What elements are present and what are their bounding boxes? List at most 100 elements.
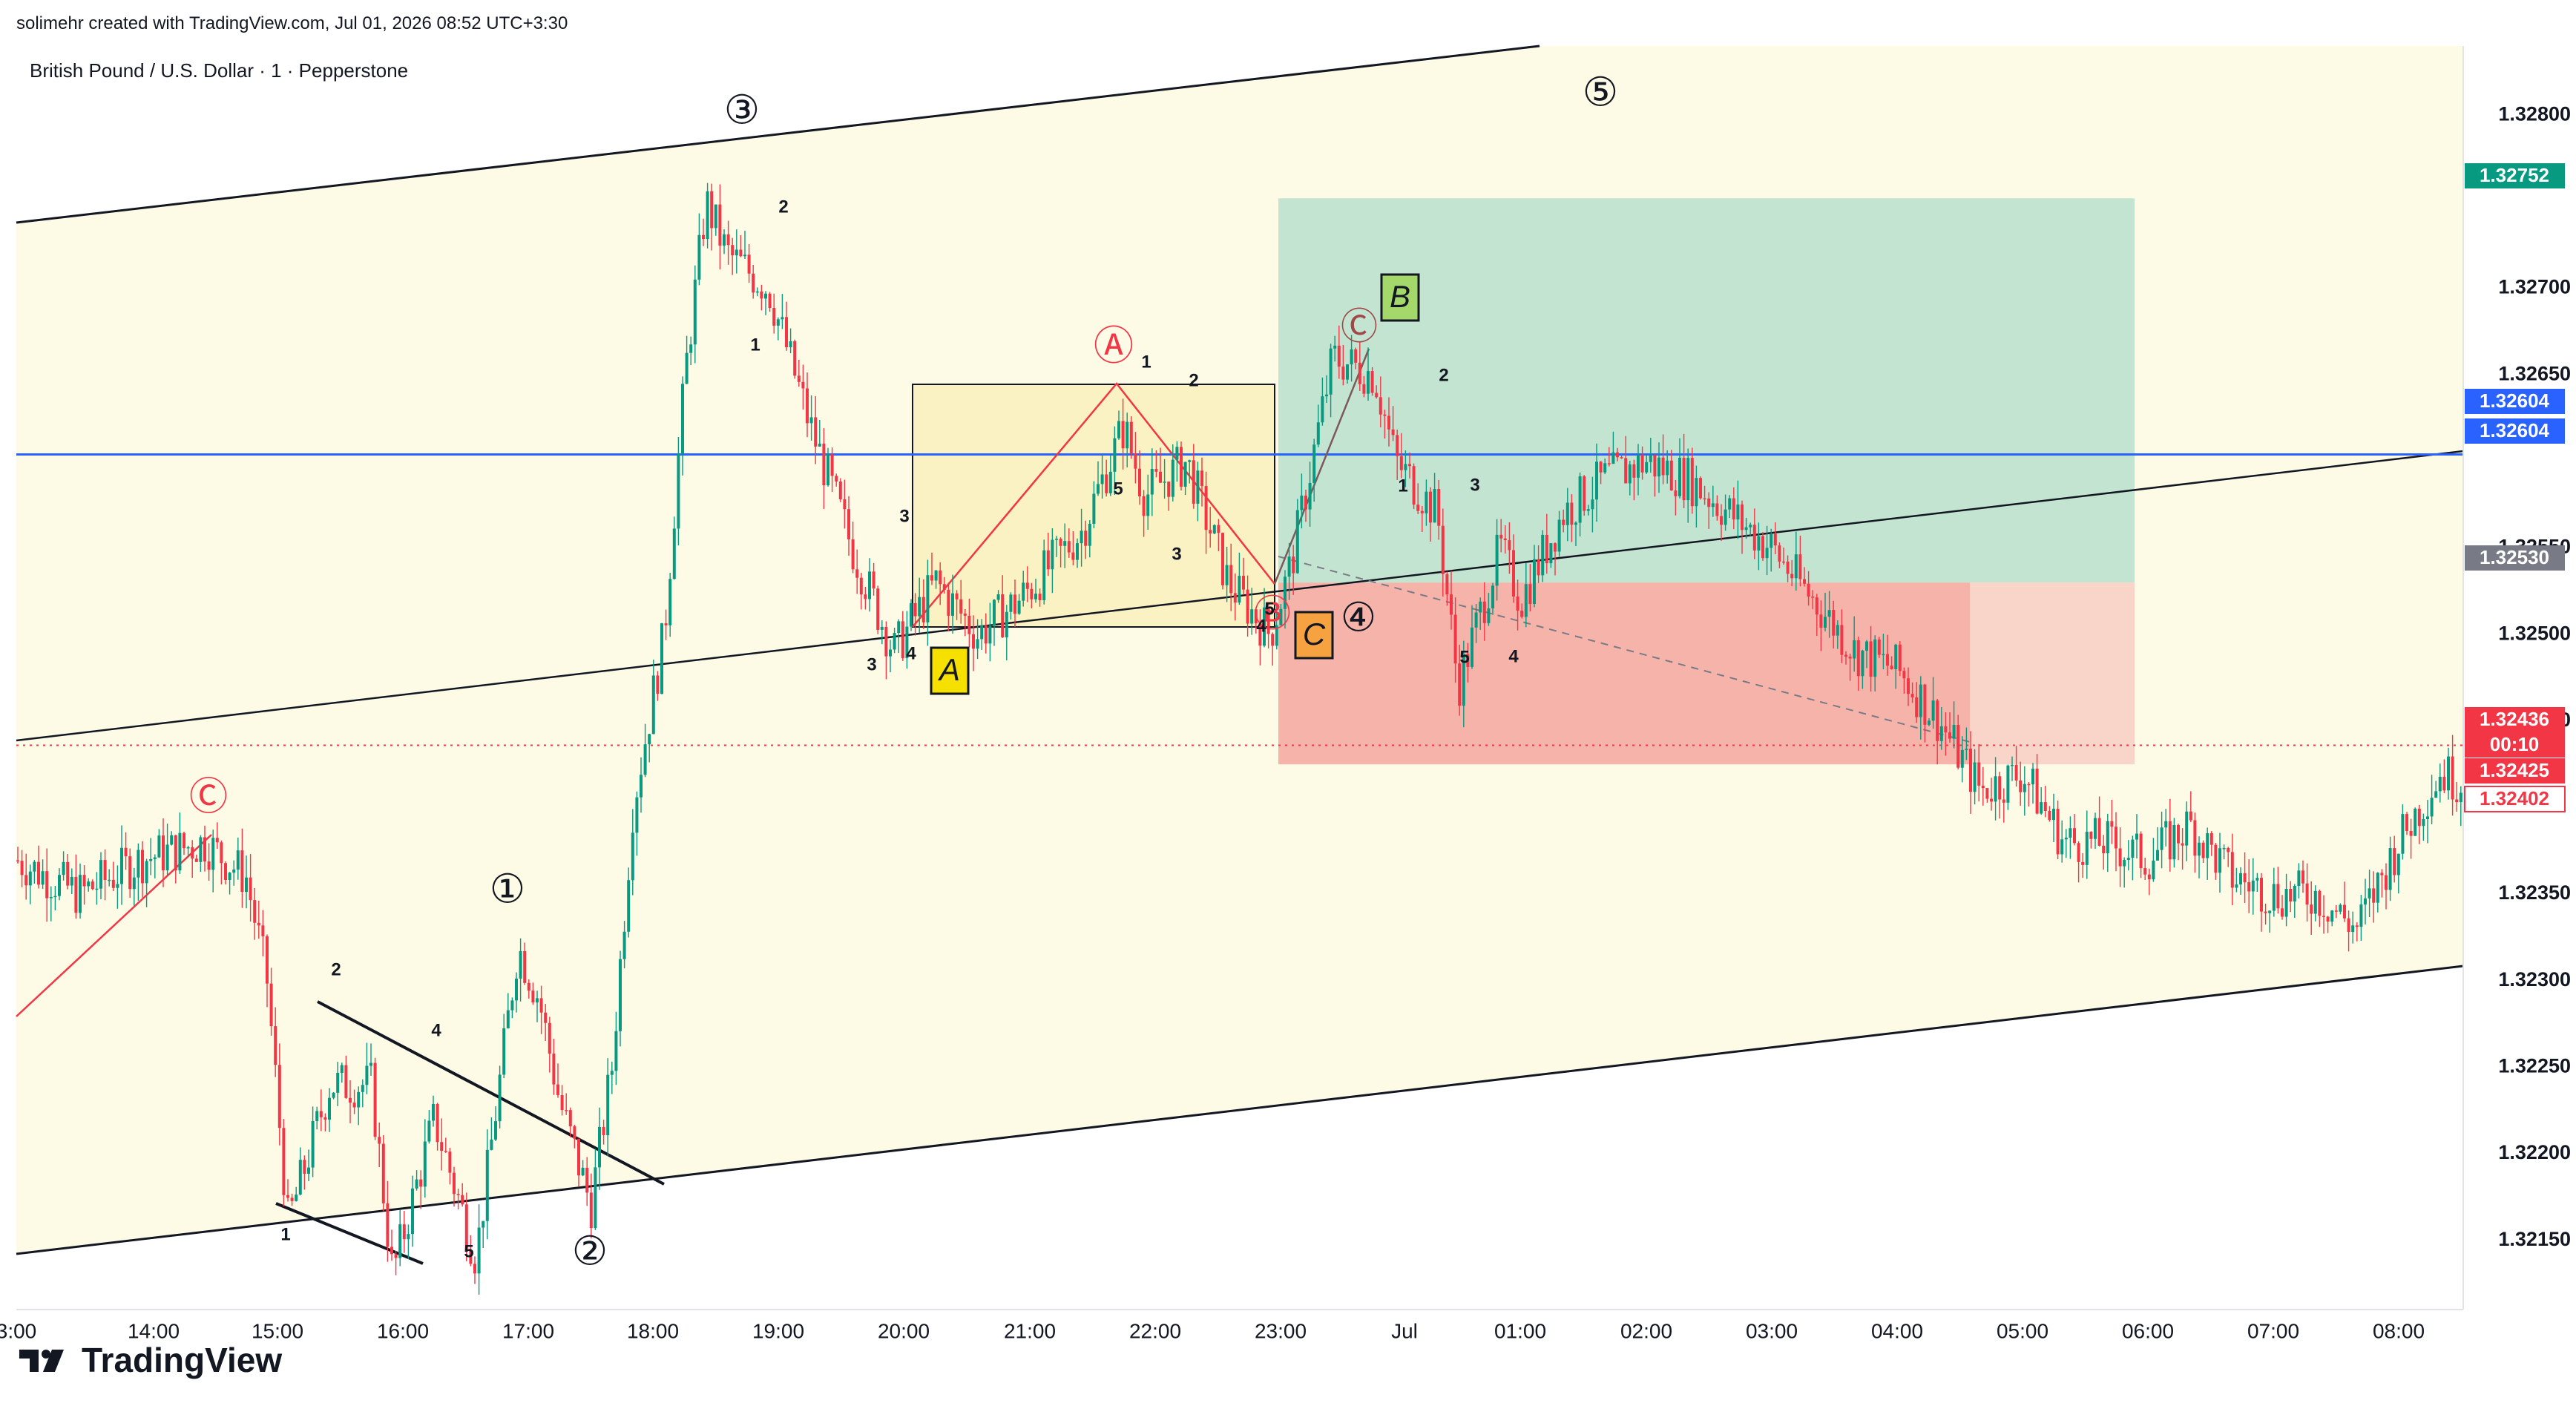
candle-body <box>1383 414 1387 416</box>
candle-body <box>1258 623 1262 646</box>
candle-body <box>1466 654 1470 667</box>
candle-body <box>1699 478 1702 499</box>
candle-body <box>2201 842 2205 858</box>
price-tag-value: 1.32436 <box>2480 708 2549 730</box>
footer-brand[interactable]: TradingView <box>19 1341 282 1379</box>
candle-body <box>2143 868 2147 875</box>
candle-body <box>66 861 70 886</box>
candle-body <box>2372 888 2376 903</box>
candle-body <box>984 625 988 644</box>
candle-body <box>1562 519 1565 525</box>
candle-body <box>1661 457 1665 476</box>
symbol-title[interactable]: British Pound / U.S. Dollar · 1 · Pepper… <box>30 59 409 82</box>
candle-body <box>2426 816 2429 820</box>
candle-body <box>809 417 813 424</box>
candle-body <box>1001 594 1005 638</box>
candle-body <box>1399 456 1403 470</box>
candle-body <box>531 991 535 1003</box>
candle-body <box>145 861 148 884</box>
candle-body <box>2014 764 2018 781</box>
candle-body <box>1565 502 1569 525</box>
candle-body <box>369 1062 372 1066</box>
candle-body <box>1645 461 1649 473</box>
candle-body <box>2414 808 2417 836</box>
candle-body <box>789 341 792 348</box>
candle-body <box>1749 525 1752 528</box>
candle-body <box>1637 454 1640 478</box>
candle-body <box>1554 543 1557 552</box>
candle-body <box>1707 498 1711 507</box>
candle-body <box>2031 768 2034 785</box>
candle-body <box>2218 848 2221 873</box>
candle-body <box>207 861 211 870</box>
wave-label-circle-C-left: Ⓒ <box>189 776 228 819</box>
candle-body <box>402 1224 406 1240</box>
candle-body <box>2160 827 2163 850</box>
candle-body <box>697 234 701 280</box>
candle-body <box>58 875 61 896</box>
candle-body <box>2434 791 2438 798</box>
candle-body <box>1607 463 1611 464</box>
candle-body <box>2139 833 2143 869</box>
candle-body <box>1611 452 1615 464</box>
candle-body <box>1512 550 1515 597</box>
candle-body <box>2385 875 2388 890</box>
candle-body <box>1458 663 1462 706</box>
candle-body <box>307 1167 310 1174</box>
candle-body <box>760 291 763 299</box>
candle-body <box>1275 625 1278 646</box>
candle-body <box>295 1194 298 1201</box>
candle-body <box>1827 610 1831 617</box>
candle-body <box>1121 421 1125 449</box>
wave-count-label: 3 <box>1172 544 1181 564</box>
candle-body <box>2177 824 2180 844</box>
candle-body <box>1537 559 1540 576</box>
candle-body <box>1250 609 1254 624</box>
candle-body <box>631 832 634 881</box>
candle-body <box>1167 482 1171 497</box>
wedge-upper-line <box>317 1000 665 1186</box>
candle-body <box>1080 530 1083 544</box>
time-tick-label: 22:00 <box>1129 1319 1181 1342</box>
candle-body <box>648 734 651 745</box>
candle-body <box>1981 785 1985 789</box>
candle-body <box>87 881 91 887</box>
candle-body <box>1362 384 1366 394</box>
candle-body <box>1840 625 1844 655</box>
candle-body <box>1453 614 1457 664</box>
candle-body <box>793 341 797 376</box>
candle-body <box>726 234 730 246</box>
candle-body <box>602 1126 605 1135</box>
candle-body <box>2164 821 2168 828</box>
wave-count-label: 4 <box>906 643 916 663</box>
candle-body <box>622 931 626 959</box>
wave-count-label: 2 <box>778 197 788 217</box>
candle-body <box>718 204 722 246</box>
candle-body <box>573 1126 576 1139</box>
candle-body <box>482 1221 485 1228</box>
wave-count-label: 5 <box>464 1241 473 1261</box>
candle-body <box>1088 523 1091 546</box>
candle-body <box>864 594 867 599</box>
channel-upper-line <box>16 45 1540 224</box>
candle-body <box>1898 644 1902 671</box>
candle-body <box>1479 601 1482 613</box>
candle-body <box>2156 850 2159 861</box>
candle-body <box>2052 809 2055 821</box>
candle-body <box>1059 539 1062 546</box>
candle-body <box>619 959 622 1031</box>
candle-body <box>2313 890 2317 914</box>
candle-body <box>1491 585 1494 608</box>
candle-body <box>415 1179 418 1189</box>
candle-body <box>2359 904 2363 927</box>
candle-body <box>1175 447 1179 460</box>
candle-body <box>137 850 140 878</box>
price-tag-value: 1.32402 <box>2480 787 2549 809</box>
candle-body <box>735 249 738 256</box>
candle-body <box>996 594 1000 600</box>
candle-body <box>1433 489 1436 523</box>
candle-body <box>1724 509 1727 525</box>
candle-body <box>1108 471 1112 493</box>
candle-body <box>548 1022 551 1054</box>
